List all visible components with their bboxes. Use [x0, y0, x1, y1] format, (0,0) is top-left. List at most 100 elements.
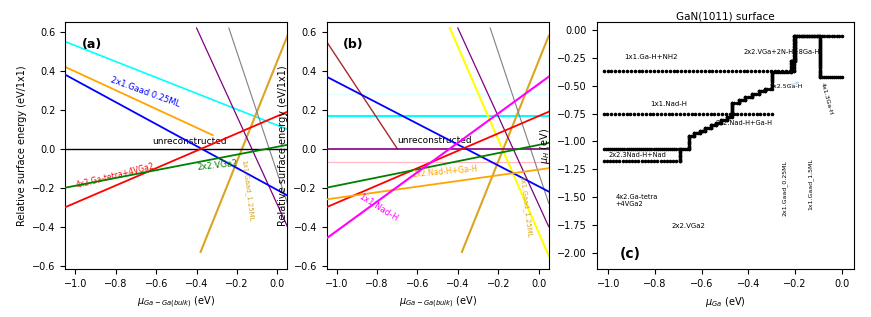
Point: [752, 89, 766, 94]
Point: [687, 132, 701, 137]
Point: [814, 49, 827, 54]
Point: [611, 147, 625, 152]
Point: [759, 86, 773, 91]
Point: [663, 147, 677, 152]
Point: [802, 34, 816, 39]
Point: [714, 119, 728, 124]
Point: [672, 152, 686, 157]
Point: [814, 49, 827, 55]
Point: [721, 115, 735, 120]
Point: [702, 125, 716, 130]
Point: [635, 111, 649, 116]
Point: [628, 69, 642, 74]
Point: [753, 111, 767, 116]
Point: [726, 105, 739, 110]
Point: [787, 33, 801, 38]
Text: 1x1.Ga-H+NH2: 1x1.Ga-H+NH2: [625, 54, 679, 60]
Point: [634, 147, 648, 152]
Point: [663, 69, 677, 74]
Point: [814, 34, 827, 39]
Point: [715, 111, 729, 116]
Point: [787, 35, 801, 40]
Point: [736, 98, 750, 103]
Point: [739, 98, 753, 103]
Text: 2x2.VGa2: 2x2.VGa2: [672, 223, 706, 229]
Point: [682, 134, 696, 139]
Point: [672, 159, 686, 164]
Point: [787, 33, 801, 38]
Point: [682, 137, 696, 142]
Point: [605, 147, 619, 152]
Point: [788, 48, 802, 53]
Point: [740, 95, 754, 100]
Point: [606, 159, 620, 164]
Point: [765, 69, 779, 74]
Point: [788, 53, 802, 58]
Point: [814, 55, 827, 61]
Point: [726, 107, 739, 112]
Point: [726, 102, 739, 107]
Point: [788, 51, 802, 56]
Point: [788, 59, 802, 64]
Point: [631, 111, 645, 116]
Point: [661, 147, 675, 152]
Point: [707, 111, 721, 116]
Point: [700, 125, 714, 130]
Point: [760, 86, 774, 91]
Point: [734, 98, 748, 103]
Point: [814, 42, 827, 47]
Point: [704, 123, 718, 128]
Point: [622, 159, 636, 164]
Point: [732, 99, 746, 104]
Point: [672, 155, 686, 160]
Point: [787, 51, 801, 56]
Point: [747, 92, 761, 97]
Point: [698, 69, 712, 74]
Point: [759, 87, 773, 93]
Point: [600, 159, 614, 164]
Point: [809, 34, 823, 39]
Point: [688, 111, 702, 116]
Point: [739, 95, 753, 100]
Point: [692, 129, 706, 134]
Point: [630, 147, 644, 152]
Point: [699, 128, 712, 133]
Point: [699, 128, 712, 133]
Point: [784, 63, 798, 68]
Point: [682, 146, 696, 151]
Point: [750, 111, 764, 116]
Point: [651, 159, 665, 164]
Point: [802, 33, 816, 38]
Point: [723, 111, 737, 116]
Point: [709, 120, 723, 125]
Point: [714, 117, 728, 122]
Point: [692, 131, 706, 136]
Point: [781, 69, 795, 74]
Point: [657, 147, 671, 152]
Point: [794, 33, 808, 38]
Point: [628, 147, 642, 152]
Text: 2x2.3Nad-H+Nad: 2x2.3Nad-H+Nad: [608, 152, 666, 158]
Point: [787, 60, 801, 65]
Point: [696, 111, 710, 116]
Point: [692, 111, 706, 116]
Point: [814, 68, 827, 73]
Point: [677, 111, 691, 116]
Point: [792, 33, 806, 38]
Point: [663, 159, 677, 164]
Point: [603, 147, 617, 152]
Point: [607, 147, 621, 152]
Point: [830, 33, 844, 38]
Point: [618, 159, 632, 164]
Text: unreconstructed: unreconstructed: [152, 137, 226, 146]
Point: [788, 50, 802, 55]
Point: [765, 74, 779, 79]
Point: [814, 74, 827, 79]
Point: [704, 125, 718, 130]
Point: [814, 65, 827, 70]
Point: [732, 98, 746, 103]
Point: [649, 147, 663, 152]
Point: [641, 159, 655, 164]
Point: [678, 147, 692, 152]
Point: [765, 80, 779, 85]
